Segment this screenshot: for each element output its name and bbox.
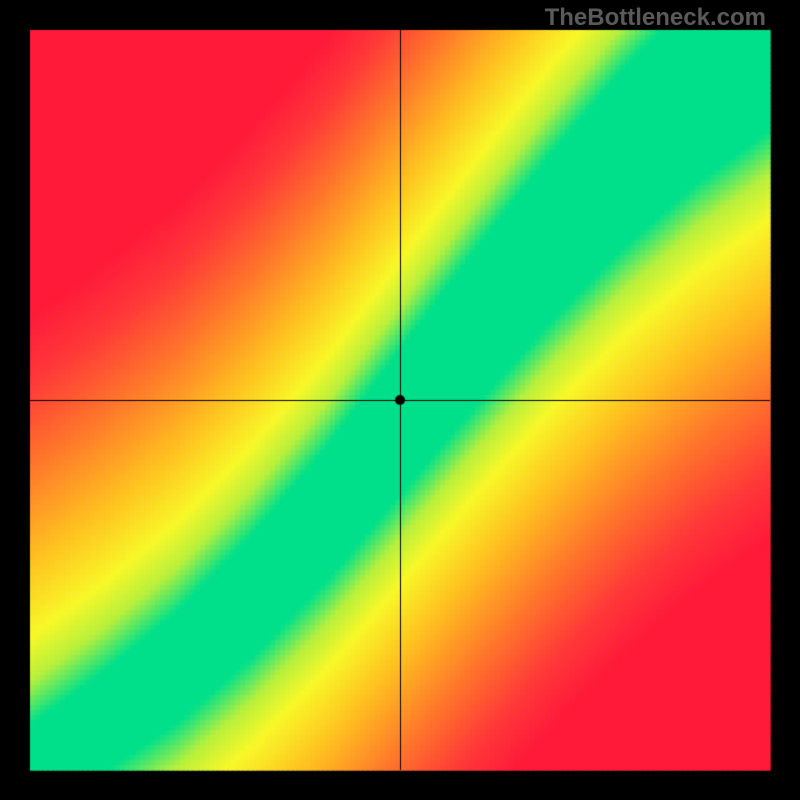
- watermark-text: TheBottleneck.com: [545, 4, 766, 32]
- bottleneck-heatmap: [0, 0, 800, 800]
